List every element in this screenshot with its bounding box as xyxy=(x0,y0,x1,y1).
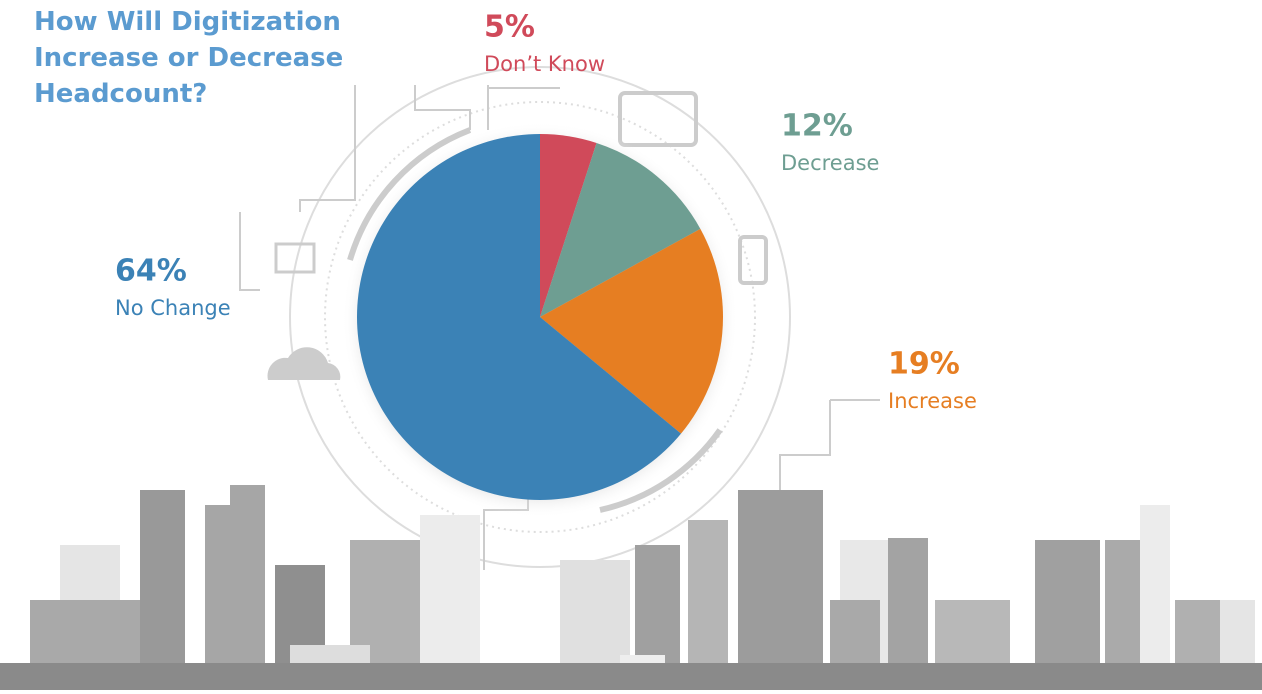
value-label: 64% xyxy=(115,254,187,289)
value-label: 5% xyxy=(484,10,535,45)
cloud-icon xyxy=(268,347,341,380)
chart-title: How Will Digitization Increase or Decrea… xyxy=(34,4,364,112)
value-label: 19% xyxy=(888,347,960,382)
value-label: 12% xyxy=(781,109,853,144)
infographic: How Will Digitization Increase or Decrea… xyxy=(0,0,1262,690)
category-label: Don’t Know xyxy=(484,52,605,76)
category-label: No Change xyxy=(115,296,231,320)
category-label: Decrease xyxy=(781,151,879,175)
pie xyxy=(357,134,723,500)
category-label: Increase xyxy=(888,389,977,413)
skyline xyxy=(0,485,1262,690)
